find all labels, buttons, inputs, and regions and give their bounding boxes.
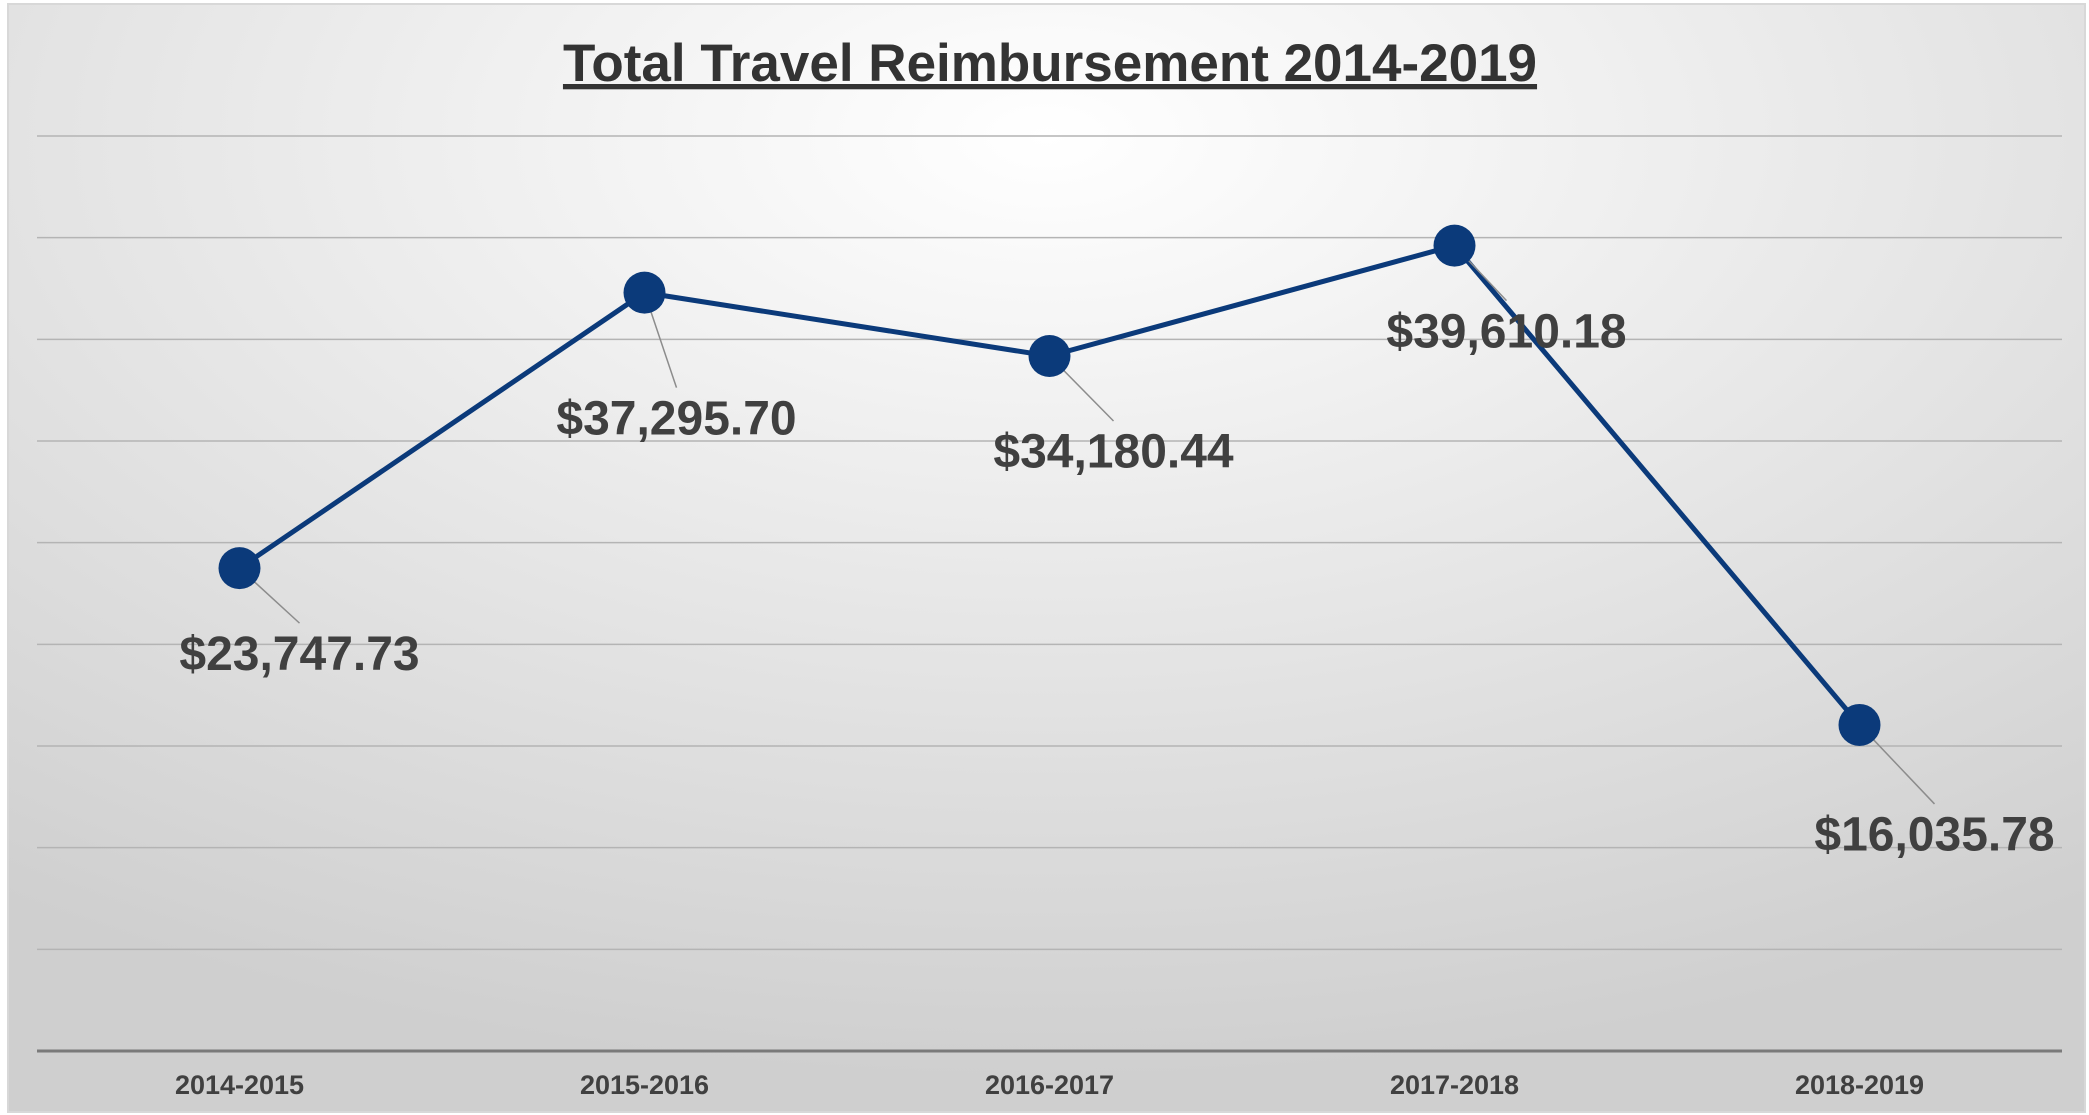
data-label: $34,180.44 bbox=[993, 426, 1234, 479]
data-label: $39,610.18 bbox=[1386, 305, 1626, 358]
data-label: $37,295.70 bbox=[556, 392, 796, 445]
marker bbox=[218, 547, 261, 590]
x-tick-label: 2018-2019 bbox=[1795, 1070, 1924, 1100]
x-tick-label: 2014-2015 bbox=[175, 1070, 304, 1100]
marker bbox=[623, 271, 666, 314]
x-tick-label: 2016-2017 bbox=[985, 1070, 1114, 1100]
marker bbox=[1433, 224, 1476, 267]
data-label: $16,035.78 bbox=[1814, 809, 2054, 862]
data-label: $23,747.73 bbox=[179, 628, 419, 681]
x-tick-label: 2017-2018 bbox=[1390, 1070, 1519, 1100]
chart-background bbox=[7, 3, 2086, 1113]
chart-title: Total Travel Reimbursement 2014-2019 bbox=[563, 34, 1537, 93]
marker bbox=[1838, 703, 1881, 746]
x-tick-label: 2015-2016 bbox=[580, 1070, 709, 1100]
marker bbox=[1028, 334, 1071, 377]
